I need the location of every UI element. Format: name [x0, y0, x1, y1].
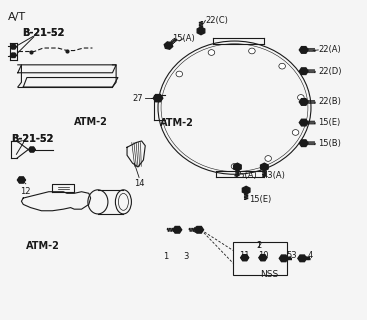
Circle shape — [298, 95, 304, 100]
Text: ATM-2: ATM-2 — [26, 241, 60, 251]
Polygon shape — [298, 255, 306, 262]
Polygon shape — [164, 42, 173, 49]
Polygon shape — [29, 147, 35, 152]
Circle shape — [176, 71, 182, 77]
Circle shape — [249, 48, 255, 54]
Polygon shape — [279, 255, 288, 262]
Text: B-21-52: B-21-52 — [11, 134, 54, 144]
Polygon shape — [153, 95, 163, 102]
Polygon shape — [173, 227, 182, 233]
Text: 2: 2 — [256, 241, 261, 250]
Circle shape — [231, 164, 238, 169]
Bar — [233, 242, 287, 275]
Circle shape — [208, 50, 215, 55]
Polygon shape — [241, 255, 249, 261]
Text: 53: 53 — [286, 251, 297, 260]
Polygon shape — [259, 255, 267, 261]
Text: ATM-2: ATM-2 — [160, 117, 194, 128]
Text: B-21-52: B-21-52 — [22, 28, 65, 38]
Text: 11: 11 — [239, 251, 250, 260]
Text: 3: 3 — [184, 252, 189, 261]
Text: B-21-52: B-21-52 — [22, 28, 65, 38]
Text: 10: 10 — [258, 251, 268, 260]
Polygon shape — [299, 140, 308, 147]
Polygon shape — [11, 53, 16, 58]
Text: 43(A): 43(A) — [263, 172, 286, 180]
Polygon shape — [299, 99, 308, 105]
Polygon shape — [234, 163, 241, 171]
Text: 22(B): 22(B) — [318, 98, 341, 107]
Text: B-21-52: B-21-52 — [11, 134, 54, 144]
Polygon shape — [299, 47, 308, 53]
Polygon shape — [17, 177, 25, 183]
Text: 4: 4 — [308, 251, 313, 260]
Circle shape — [279, 63, 286, 69]
Text: 14: 14 — [134, 179, 144, 188]
Text: 15(A): 15(A) — [235, 172, 257, 180]
Text: 22(C): 22(C) — [206, 16, 228, 25]
Text: 27: 27 — [133, 94, 143, 103]
Circle shape — [292, 130, 299, 135]
Text: 15(A): 15(A) — [172, 34, 195, 43]
Text: 22(D): 22(D) — [318, 67, 342, 76]
Circle shape — [265, 156, 272, 161]
Text: A/T: A/T — [8, 12, 26, 22]
Polygon shape — [11, 44, 16, 49]
Text: 22(A): 22(A) — [318, 45, 341, 54]
Text: 15(B): 15(B) — [318, 139, 341, 148]
Text: 15(E): 15(E) — [249, 195, 271, 204]
Polygon shape — [195, 227, 204, 233]
Text: NSS: NSS — [260, 270, 278, 279]
Polygon shape — [242, 186, 250, 194]
Polygon shape — [299, 119, 308, 126]
Text: 15(E): 15(E) — [318, 118, 341, 127]
Text: 12: 12 — [21, 187, 31, 196]
Polygon shape — [197, 27, 205, 35]
Text: 1: 1 — [163, 252, 169, 261]
Text: ATM-2: ATM-2 — [74, 117, 108, 127]
Polygon shape — [299, 68, 308, 75]
Polygon shape — [261, 163, 268, 171]
